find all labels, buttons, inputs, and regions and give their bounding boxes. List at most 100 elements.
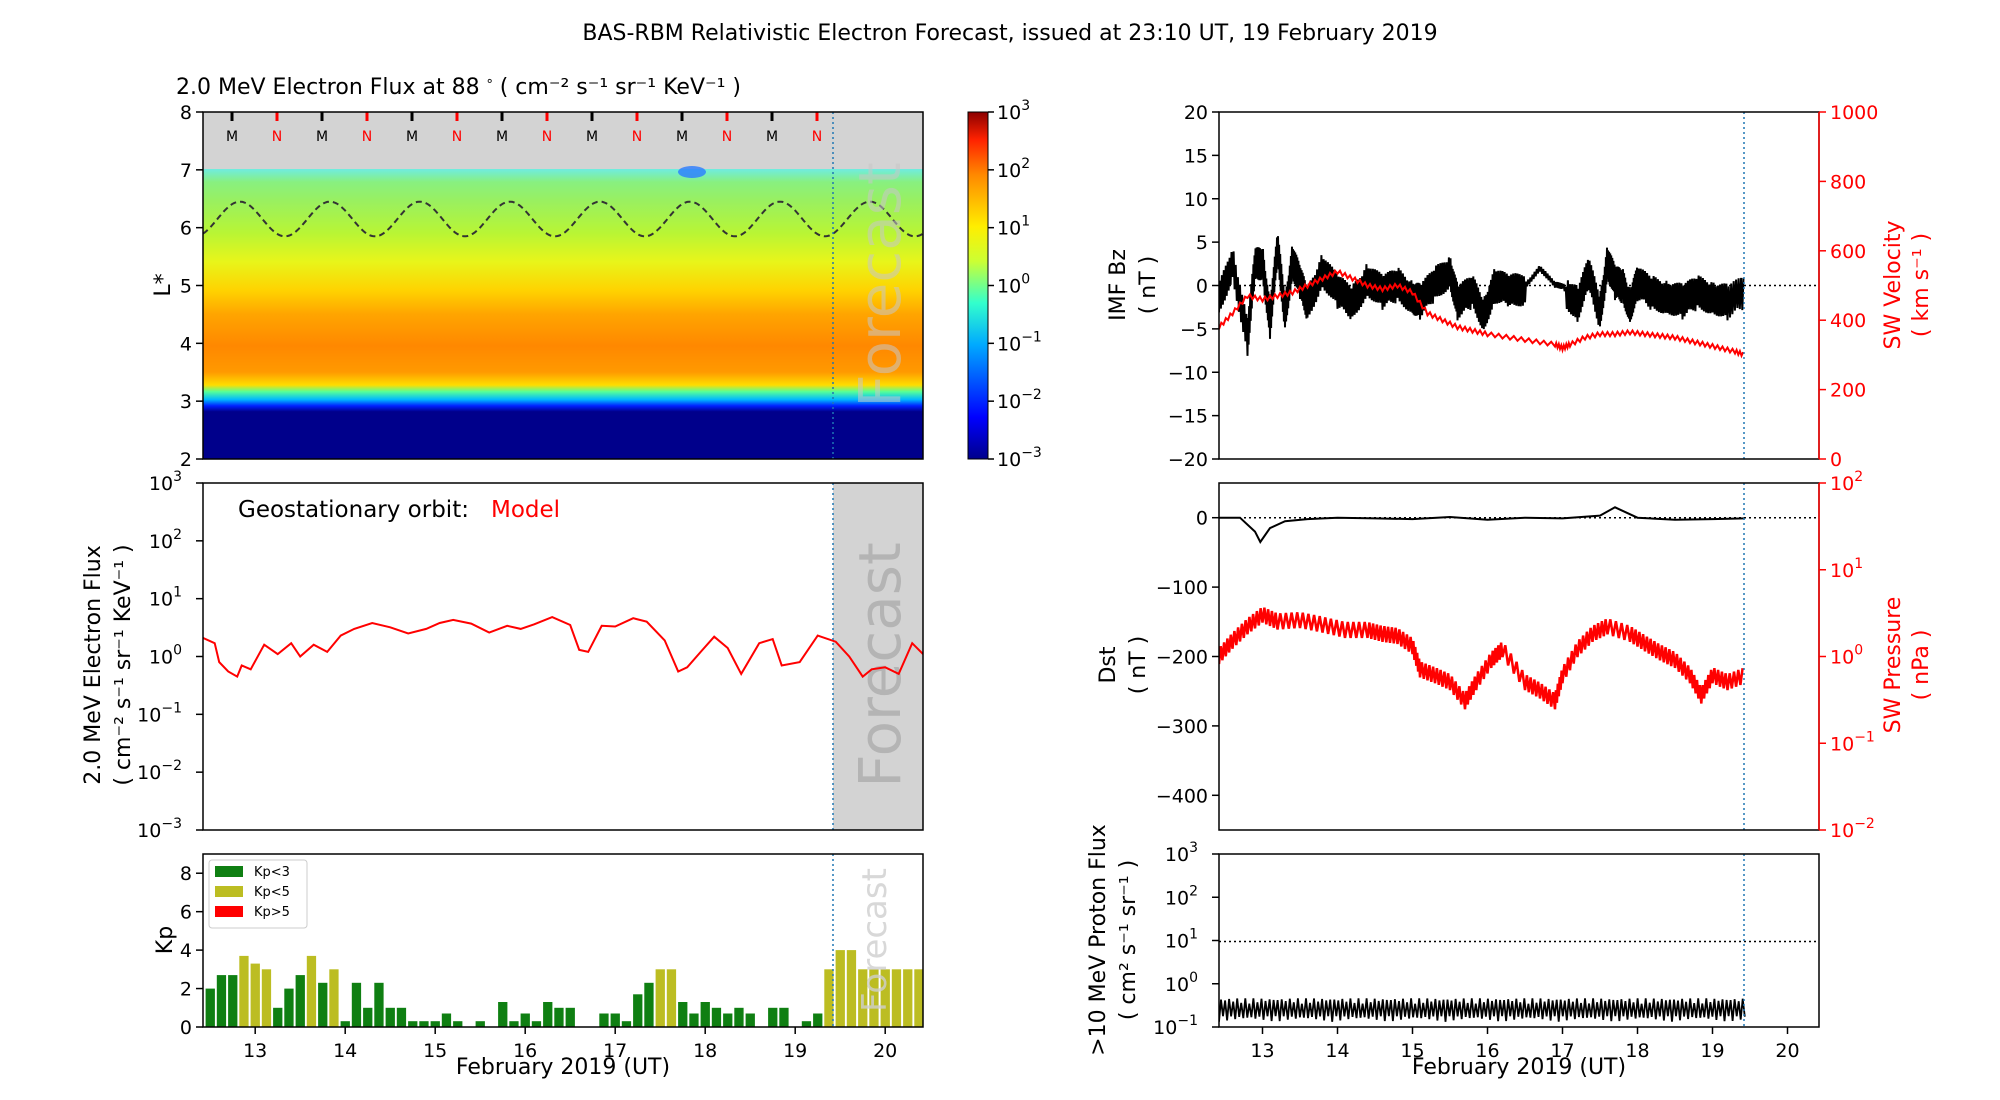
kp-bar: [441, 1013, 452, 1027]
kp-bar: [824, 969, 834, 1027]
mn-marker-label: M: [226, 129, 238, 145]
lstar-panel-title: 2.0 MeV Electron Flux at 88 ∘( cm⁻² s⁻¹ s…: [176, 74, 741, 100]
kp-legend-label-high: Kp>5: [254, 905, 290, 920]
left-xlabel: February 2019 (UT): [456, 1055, 670, 1080]
y-tick-label: 102: [1165, 883, 1198, 909]
kp-bar: [621, 1021, 632, 1027]
kp-bar: [419, 1021, 429, 1027]
x-tick-label: 13: [243, 1040, 267, 1062]
kp-bar: [498, 1002, 508, 1027]
y-tick-label: 10−1: [1153, 1013, 1198, 1039]
colorbar-tick-label: 100: [997, 272, 1030, 298]
geo-y-axis: 103 102 101 100 10−1 10−2 10−3: [137, 469, 203, 842]
kp-bar: [678, 1002, 688, 1027]
y-tick-label: 0: [1196, 276, 1208, 298]
x-tick-label: 15: [1400, 1040, 1424, 1062]
y-tick-label: 8: [180, 863, 192, 885]
geo-ylabel-line1: 2.0 MeV Electron Flux: [81, 545, 106, 785]
y-tick-label: 10−1: [1830, 729, 1875, 755]
geo-panel: Forecast Geostationary orbit: Model 10310…: [81, 469, 924, 842]
kp-bar: [453, 1021, 463, 1027]
y-tick-label: 10−2: [137, 758, 182, 784]
y-tick-label: 10−3: [137, 816, 182, 842]
kp-bar: [554, 1007, 564, 1027]
imf-ylabel-line2: ( nT ): [1136, 256, 1161, 315]
y-tick-label: 2: [180, 449, 192, 471]
kp-bar: [520, 1013, 530, 1027]
kp-bar: [329, 969, 339, 1027]
kp-bar: [216, 975, 227, 1027]
imf-panel: 20 15 10 5 0 −5 −10 −15 −20 1000 800 600 400 200 0 IM…: [1106, 102, 1934, 471]
y-tick-label: 4: [180, 940, 192, 962]
figure-title: BAS-RBM Relativistic Electron Forecast, …: [582, 21, 1437, 46]
kp-bar: [801, 1021, 812, 1027]
y-tick-label: 4: [180, 333, 192, 355]
colorbar-tick-label: 10−2: [997, 387, 1042, 413]
y-tick-label: 8: [180, 102, 192, 124]
kp-ylabel: Kp: [153, 926, 178, 954]
geo-forecast-label: Forecast: [846, 542, 914, 787]
x-tick-label: 20: [873, 1040, 897, 1062]
kp-bar: [734, 1007, 744, 1027]
x-tick-label: 14: [333, 1040, 357, 1062]
kp-bar: [768, 1007, 778, 1027]
imf-bz-line: [1219, 236, 1745, 356]
mn-marker-label: M: [496, 129, 508, 145]
lstar-outside-region: [203, 112, 923, 169]
y-tick-label: 100: [149, 643, 182, 669]
mn-marker-label: N: [272, 129, 282, 145]
kp-bar: [835, 950, 845, 1027]
right-xlabel: February 2019 (UT): [1412, 1055, 1626, 1080]
kp-forecast-label: Forecast: [855, 868, 895, 1012]
kp-bar: [509, 1021, 519, 1027]
mn-marker-label: M: [586, 129, 598, 145]
kp-bar: [700, 1002, 710, 1027]
kp-bar: [385, 1007, 395, 1027]
y-tick-label: 10−1: [137, 700, 182, 726]
y-tick-label: 400: [1830, 310, 1866, 332]
y-tick-label: 3: [180, 391, 192, 413]
kp-bar: [869, 969, 879, 1027]
y-tick-label: −300: [1156, 716, 1208, 738]
kp-x-axis: 13 14 15 16 17 18 19 20: [243, 1027, 897, 1062]
kp-bar: [239, 955, 249, 1027]
vel-ylabel-line2: ( km s⁻¹ ): [1909, 233, 1934, 337]
y-tick-label: −5: [1180, 319, 1208, 341]
y-tick-label: 101: [1830, 556, 1863, 582]
proton-frame: [1218, 853, 1820, 1028]
x-tick-label: 18: [1625, 1040, 1649, 1062]
kp-bar: [374, 982, 384, 1027]
y-tick-label: 6: [180, 218, 192, 240]
y-tick-label: 103: [149, 469, 182, 495]
dst-line: [1219, 506, 1745, 544]
y-tick-label: 200: [1830, 380, 1866, 402]
colorbar-ticks: 103 102 101 100 10−1 10−2 10−3: [988, 98, 1042, 471]
kp-bar: [723, 1013, 733, 1027]
kp-bar: [408, 1021, 418, 1027]
y-tick-label: 100: [1830, 643, 1863, 669]
kp-bar: [430, 1021, 440, 1027]
x-tick-label: 15: [423, 1040, 447, 1062]
y-tick-label: −15: [1168, 406, 1208, 428]
y-tick-label: −10: [1168, 362, 1208, 384]
kp-legend-label-mid: Kp<5: [254, 885, 290, 900]
dst-ylabel-line1: Dst: [1096, 646, 1121, 683]
geo-model-line: [203, 616, 923, 679]
kp-bar: [273, 1007, 283, 1027]
mn-marker-label: N: [542, 129, 552, 145]
y-tick-label: 10: [1184, 189, 1208, 211]
kp-bar: [880, 969, 890, 1027]
pres-ylabel-line1: SW Pressure: [1881, 597, 1906, 734]
x-tick-label: 17: [603, 1040, 627, 1062]
dst-ylabel-line2: ( nT ): [1126, 636, 1151, 695]
lstar-blue-patch: [678, 166, 706, 178]
x-tick-label: 20: [1775, 1040, 1799, 1062]
y-tick-label: 600: [1830, 241, 1866, 263]
mn-marker-label: M: [316, 129, 328, 145]
mn-marker-label: N: [812, 129, 822, 145]
kp-bar: [655, 969, 665, 1027]
magnetopause-line: [203, 200, 923, 238]
y-tick-label: 0: [1830, 449, 1842, 471]
y-tick-label: 0: [180, 1017, 192, 1039]
